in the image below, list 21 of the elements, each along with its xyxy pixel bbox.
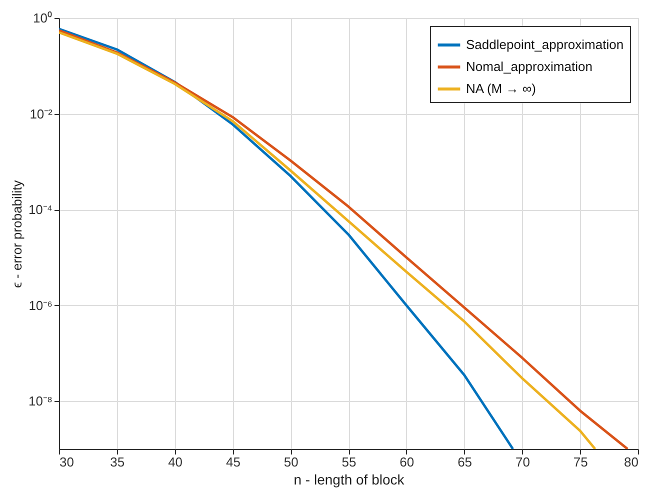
x-tick-label: 35 (110, 454, 125, 470)
x-tick-label: 55 (342, 454, 356, 470)
x-tick-label: 30 (60, 454, 74, 470)
x-tick-label: 70 (515, 454, 530, 470)
x-tick-label: 80 (624, 454, 638, 470)
x-tick-label: 50 (284, 454, 298, 470)
legend-label: Saddlepoint_approximation (466, 37, 624, 52)
y-axis-title: ϵ - error probability (9, 180, 24, 288)
x-tick-label: 60 (400, 454, 414, 470)
y-tick-label: 10⁻⁸ (28, 394, 52, 409)
legend-label: Nomal_approximation (466, 59, 592, 74)
y-tick-label: 10⁰ (33, 10, 52, 26)
y-tick-label: 10⁻⁴ (28, 202, 52, 218)
y-tick-label: 10⁻⁶ (28, 298, 52, 313)
x-tick-label: 40 (168, 454, 183, 470)
x-axis-title: n - length of block (294, 472, 406, 488)
x-tick-label: 45 (226, 454, 240, 470)
x-tick-label: 75 (573, 454, 588, 470)
legend-label: NA (M → ∞) (466, 81, 536, 96)
y-tick-label: 10⁻² (30, 106, 54, 122)
x-tick-label: 65 (458, 454, 472, 470)
